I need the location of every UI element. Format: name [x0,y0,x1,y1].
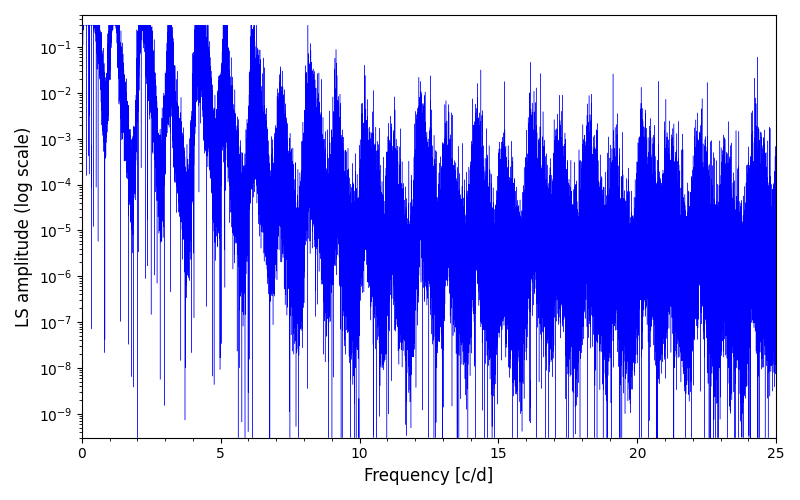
X-axis label: Frequency [c/d]: Frequency [c/d] [364,467,494,485]
Y-axis label: LS amplitude (log scale): LS amplitude (log scale) [15,126,33,326]
